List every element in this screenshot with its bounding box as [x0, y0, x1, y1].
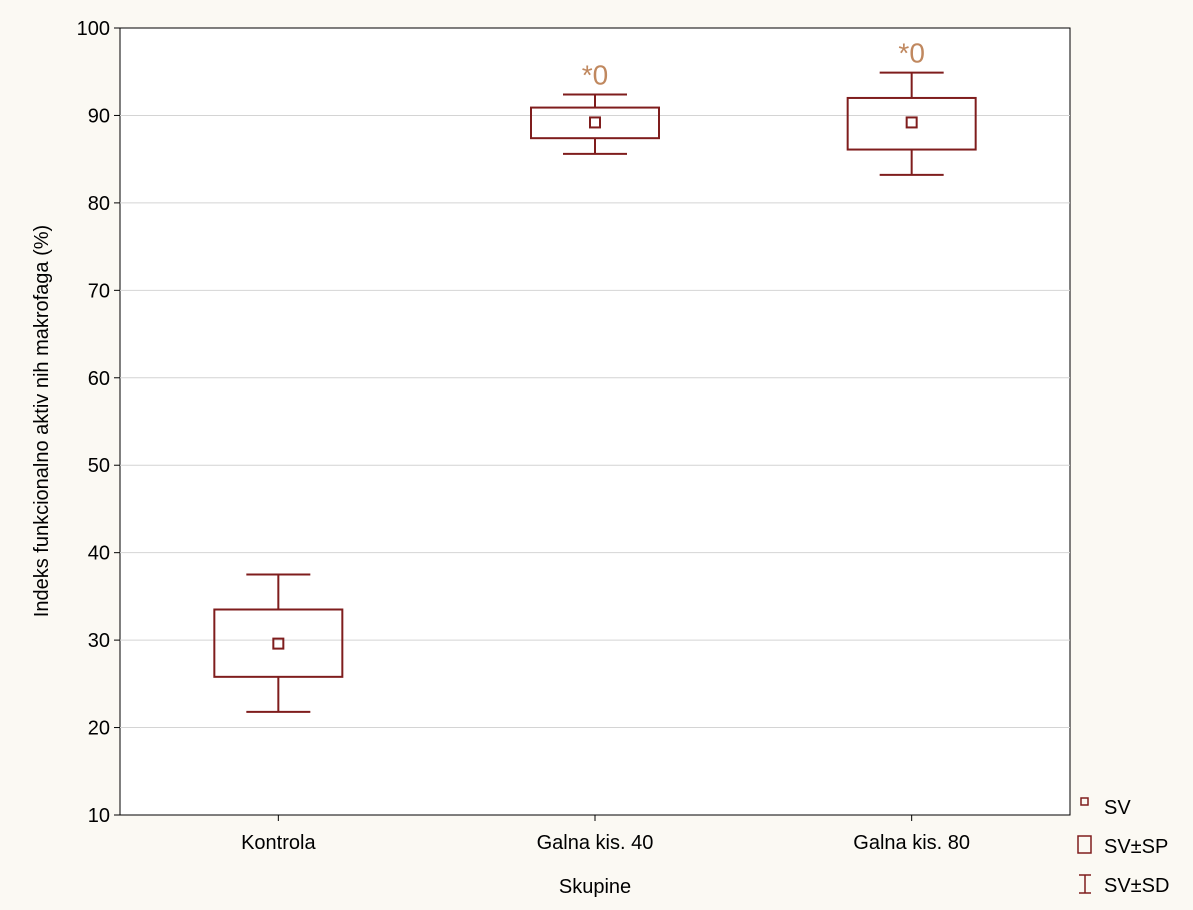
x-tick-label: Galna kis. 80 — [853, 832, 970, 854]
legend-mean-label: SV — [1104, 797, 1131, 819]
x-tick-label: Galna kis. 40 — [537, 832, 654, 854]
y-axis-ticks: 10 20 30 40 50 60 70 80 90 100 — [77, 18, 120, 827]
legend-sd-icon — [1079, 874, 1091, 894]
grid-lines — [120, 114, 1070, 729]
x-axis-label: Skupine — [559, 876, 631, 898]
legend-sd-label: SV±SD — [1104, 875, 1169, 897]
y-tick-label: 80 — [88, 193, 110, 215]
y-tick-label: 100 — [77, 18, 110, 40]
annotations: *0 *0 — [582, 38, 925, 91]
legend-se-icon — [1077, 835, 1092, 854]
y-tick-label: 40 — [88, 543, 110, 565]
y-tick-label: 30 — [88, 630, 110, 652]
legend: SV SV±SP SV±SD — [1077, 797, 1169, 897]
box-item — [530, 93, 660, 155]
box-item — [846, 71, 977, 176]
y-tick-label: 50 — [88, 455, 110, 477]
y-tick-label: 20 — [88, 718, 110, 740]
y-tick-label: 70 — [88, 280, 110, 302]
mean-marker — [272, 637, 285, 650]
significance-annotation: *0 — [898, 38, 924, 69]
y-tick-label: 90 — [88, 105, 110, 127]
y-tick-label: 60 — [88, 368, 110, 390]
mean-marker — [905, 116, 918, 129]
box-item — [213, 573, 344, 713]
significance-annotation: *0 — [582, 59, 608, 90]
x-axis-ticks: Kontrola Galna kis. 40 Galna kis. 80 — [241, 815, 970, 854]
legend-se-label: SV±SP — [1104, 836, 1168, 858]
box-series — [213, 71, 977, 713]
y-axis-label: Indeks funkcionalno aktiv nih makrofaga … — [31, 225, 53, 617]
y-tick-label: 10 — [88, 805, 110, 827]
x-tick-label: Kontrola — [241, 832, 316, 854]
mean-marker — [589, 116, 601, 129]
legend-mean-icon — [1080, 797, 1089, 806]
